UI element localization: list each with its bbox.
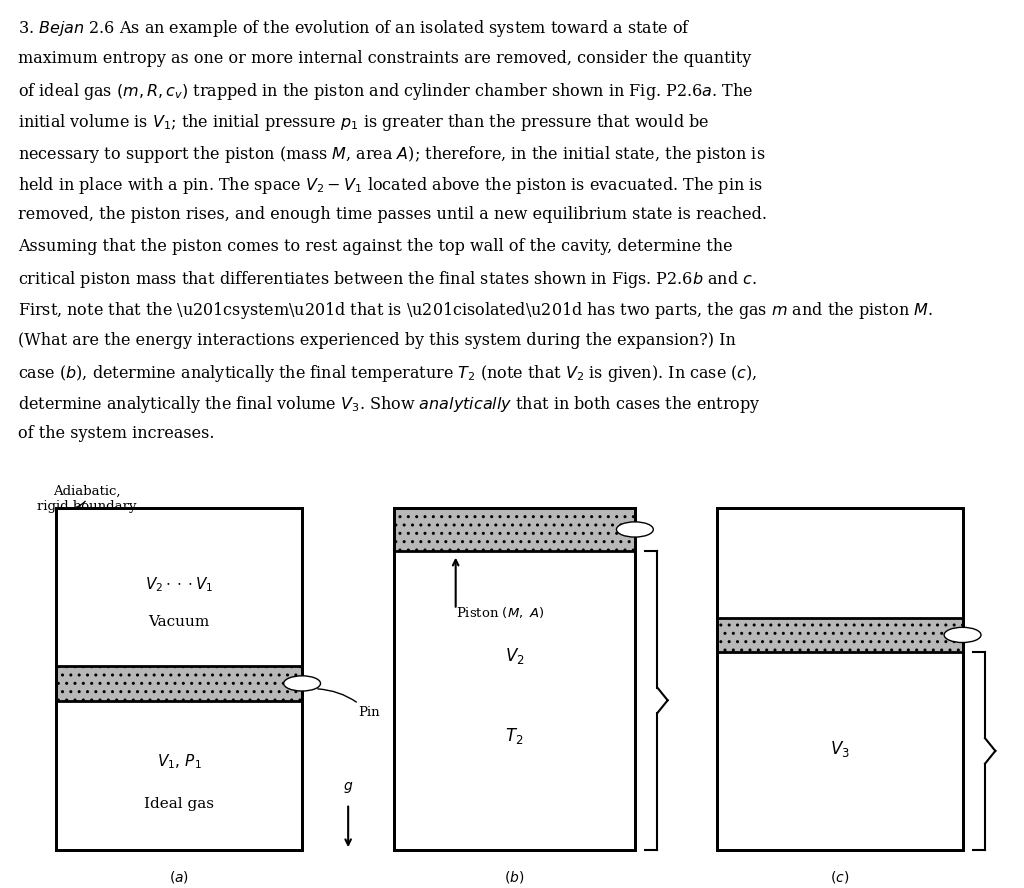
Text: critical piston mass that differentiates between the final states shown in Figs.: critical piston mass that differentiates… [18,269,758,289]
Text: $V_2 \cdot\cdot\cdot V_1$: $V_2 \cdot\cdot\cdot V_1$ [145,575,213,594]
Bar [56,665,302,702]
Text: $g$: $g$ [343,781,353,796]
Text: Pin: Pin [317,689,380,719]
Bar [717,618,963,652]
Text: 3. $\mathit{Bejan}$ 2.6 As an example of the evolution of an isolated system tow: 3. $\mathit{Bejan}$ 2.6 As an example of… [18,19,691,39]
Text: Piston $(M,\ A)$: Piston $(M,\ A)$ [456,606,545,621]
Bar [394,508,635,850]
Text: Assuming that the piston comes to rest against the top wall of the cavity, deter: Assuming that the piston comes to rest a… [18,238,733,255]
Text: $(c)$: $(c)$ [830,869,849,885]
Bar [56,508,302,850]
Text: initial volume is $V_1$; the initial pressure $p_1$ is greater than the pressure: initial volume is $V_1$; the initial pre… [18,112,710,133]
Text: (What are the energy interactions experienced by this system during the expansio: (What are the energy interactions experi… [18,331,736,348]
Text: $(a)$: $(a)$ [169,869,189,885]
Text: First, note that the \u201csystem\u201d that is \u201cisolated\u201d has two par: First, note that the \u201csystem\u201d … [18,300,933,321]
Text: Adiabatic,
rigid boundary: Adiabatic, rigid boundary [37,485,137,513]
Bar [394,508,635,551]
Text: held in place with a pin. The space $V_2 - V_1$ located above the piston is evac: held in place with a pin. The space $V_2… [18,175,764,196]
Text: removed, the piston rises, and enough time passes until a new equilibrium state : removed, the piston rises, and enough ti… [18,206,767,223]
Bar [717,508,963,850]
Text: Vacuum: Vacuum [148,615,210,630]
Text: $T_2$: $T_2$ [506,726,523,746]
Circle shape [284,676,321,691]
Text: maximum entropy as one or more internal constraints are removed, consider the qu: maximum entropy as one or more internal … [18,50,752,67]
Text: Ideal gas: Ideal gas [144,797,214,811]
Text: determine analytically the final volume $V_3$. Show $\mathit{analytically}$ that: determine analytically the final volume … [18,394,761,416]
Circle shape [944,627,981,643]
Text: case ($b$), determine analytically the final temperature $T_2$ (note that $V_2$ : case ($b$), determine analytically the f… [18,363,758,384]
Text: $(b)$: $(b)$ [505,869,524,885]
Text: necessary to support the piston (mass $M$, area $A$); therefore, in the initial : necessary to support the piston (mass $M… [18,144,766,164]
Text: $V_1,\, P_1$: $V_1,\, P_1$ [157,752,202,771]
Text: of the system increases.: of the system increases. [18,425,215,442]
Text: $V_3$: $V_3$ [829,739,850,759]
Text: of ideal gas $(m, R, c_v)$ trapped in the piston and cylinder chamber shown in F: of ideal gas $(m, R, c_v)$ trapped in th… [18,81,754,102]
Circle shape [616,522,653,537]
Text: $V_2$: $V_2$ [505,646,524,666]
